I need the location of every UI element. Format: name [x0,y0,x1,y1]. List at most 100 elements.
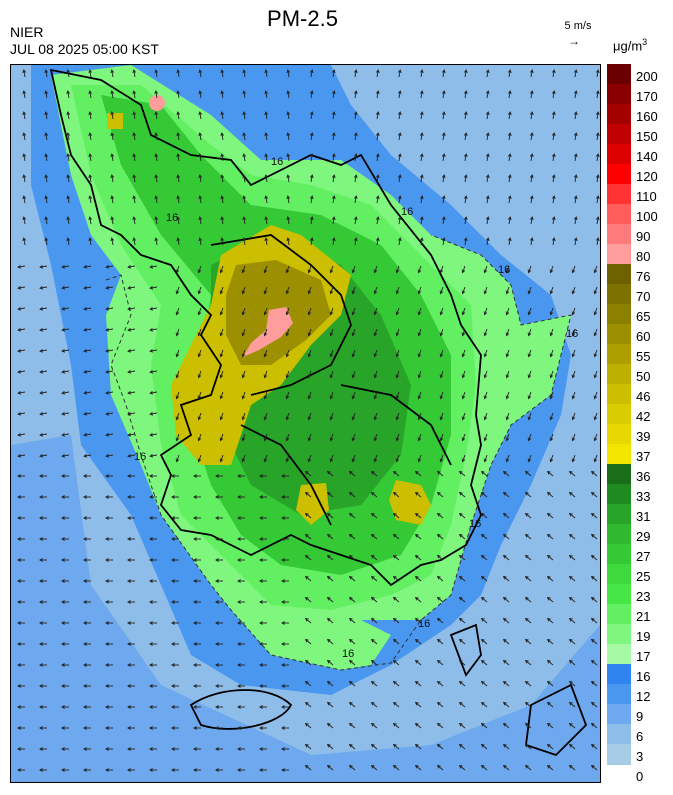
wind-arrow [332,175,335,183]
legend-swatch [607,344,631,365]
wind-arrow [396,349,400,357]
wind-arrow-head [171,663,175,667]
wind-arrow-head [175,437,180,442]
wind-arrow [128,328,136,331]
wind-arrow-head [61,285,66,290]
wind-arrow [45,154,48,162]
wind-arrow-head [127,747,131,751]
wind-arrow [374,433,378,441]
wind-arrow [506,412,510,420]
legend-swatch [607,424,631,445]
wind-arrow-head [219,353,224,358]
wind-arrow-head [307,374,312,379]
wind-arrow-head [219,311,224,316]
wind-arrow-head [353,90,358,95]
wind-arrow-head [215,474,219,478]
wind-arrow [84,433,92,436]
wind-arrow-head [237,663,241,667]
wind-arrow [371,555,378,561]
wind-arrow [503,576,510,582]
wind-arrow-head [285,395,290,400]
wind-arrow-head [127,579,131,583]
wind-arrow-head [127,306,132,311]
wind-arrow [415,576,422,582]
wind-arrow [415,618,422,624]
wind-arrow-head [110,174,115,179]
wind-arrow-head [61,579,65,583]
wind-arrow-head [546,470,551,475]
wind-arrow-head [395,353,400,358]
wind-arrow-head [197,437,202,442]
wind-arrow [265,70,268,78]
wind-arrow [464,133,467,141]
wind-arrow [440,349,444,357]
wind-arrow [464,196,467,204]
wind-arrow [23,133,26,141]
wind-arrow-head [83,495,87,499]
wind-arrow [437,639,444,645]
wind-arrow-head [414,680,419,685]
wind-arrow-head [524,554,529,559]
wind-arrow-head [590,470,595,475]
legend-level-labels: 200 170 160 150 140 120 110 100 90 80 76 70 65 60 55 50… [636,64,673,784]
legend-swatch [607,704,631,725]
wind-arrow [508,91,511,99]
wind-arrow-head [242,195,247,200]
wind-arrow [287,133,290,141]
wind-arrow [310,217,313,225]
wind-arrow [462,433,466,441]
wind-arrow [459,639,466,645]
contour-label: 16 [401,206,413,218]
wind-arrow-head [83,537,87,541]
wind-arrow-head [149,453,154,458]
wind-arrow [327,534,334,540]
wind-arrow-head [105,642,109,646]
wind-arrow [352,370,356,378]
wind-arrow [198,307,202,315]
wind-arrow-head [220,174,225,179]
wind-arrow-head [264,153,269,158]
wind-arrow-head [105,600,109,604]
wind-arrow [23,238,26,246]
wind-arrow-head [215,705,219,709]
wind-arrow-head [66,69,71,74]
wind-arrow-head [507,153,512,158]
wind-arrow [371,597,378,603]
wind-arrow-head [309,69,314,74]
wind-arrow-head [193,684,197,688]
wind-arrow-head [193,579,197,583]
wind-arrow [354,196,357,204]
wind-arrow [459,534,466,540]
wind-arrow-head [39,411,44,416]
wind-arrow-head [348,575,353,580]
wind-arrow-head [242,132,247,137]
wind-arrow [591,618,598,624]
wind-arrow-head [568,659,573,664]
region-level-36-south [389,480,431,525]
wind-arrow [330,391,334,399]
wind-arrow-head [436,722,441,727]
wind-arrow [503,534,510,540]
wind-arrow [84,307,92,310]
wind-arrow-head [480,659,485,664]
wind-arrow [176,349,180,357]
wind-arrow-head [66,174,71,179]
wind-arrow-head [419,111,424,116]
wind-arrow [354,175,357,183]
wind-arrow-head [285,332,290,337]
wind-arrow-head [237,495,241,499]
wind-arrow-head [110,111,115,116]
wind-arrow-head [197,395,202,400]
wind-arrow-head [458,554,463,559]
wind-arrow [308,370,312,378]
wind-arrow-head [458,638,463,643]
wind-arrow-head [264,195,269,200]
wind-arrow-head [351,395,356,400]
wind-arrow [23,154,26,162]
wind-arrow [84,370,92,373]
wind-arrow [572,286,576,294]
wind-arrow [594,412,598,420]
wind-arrow [552,112,555,120]
wind-arrow-head [573,69,578,74]
wind-arrow-head [110,132,115,137]
